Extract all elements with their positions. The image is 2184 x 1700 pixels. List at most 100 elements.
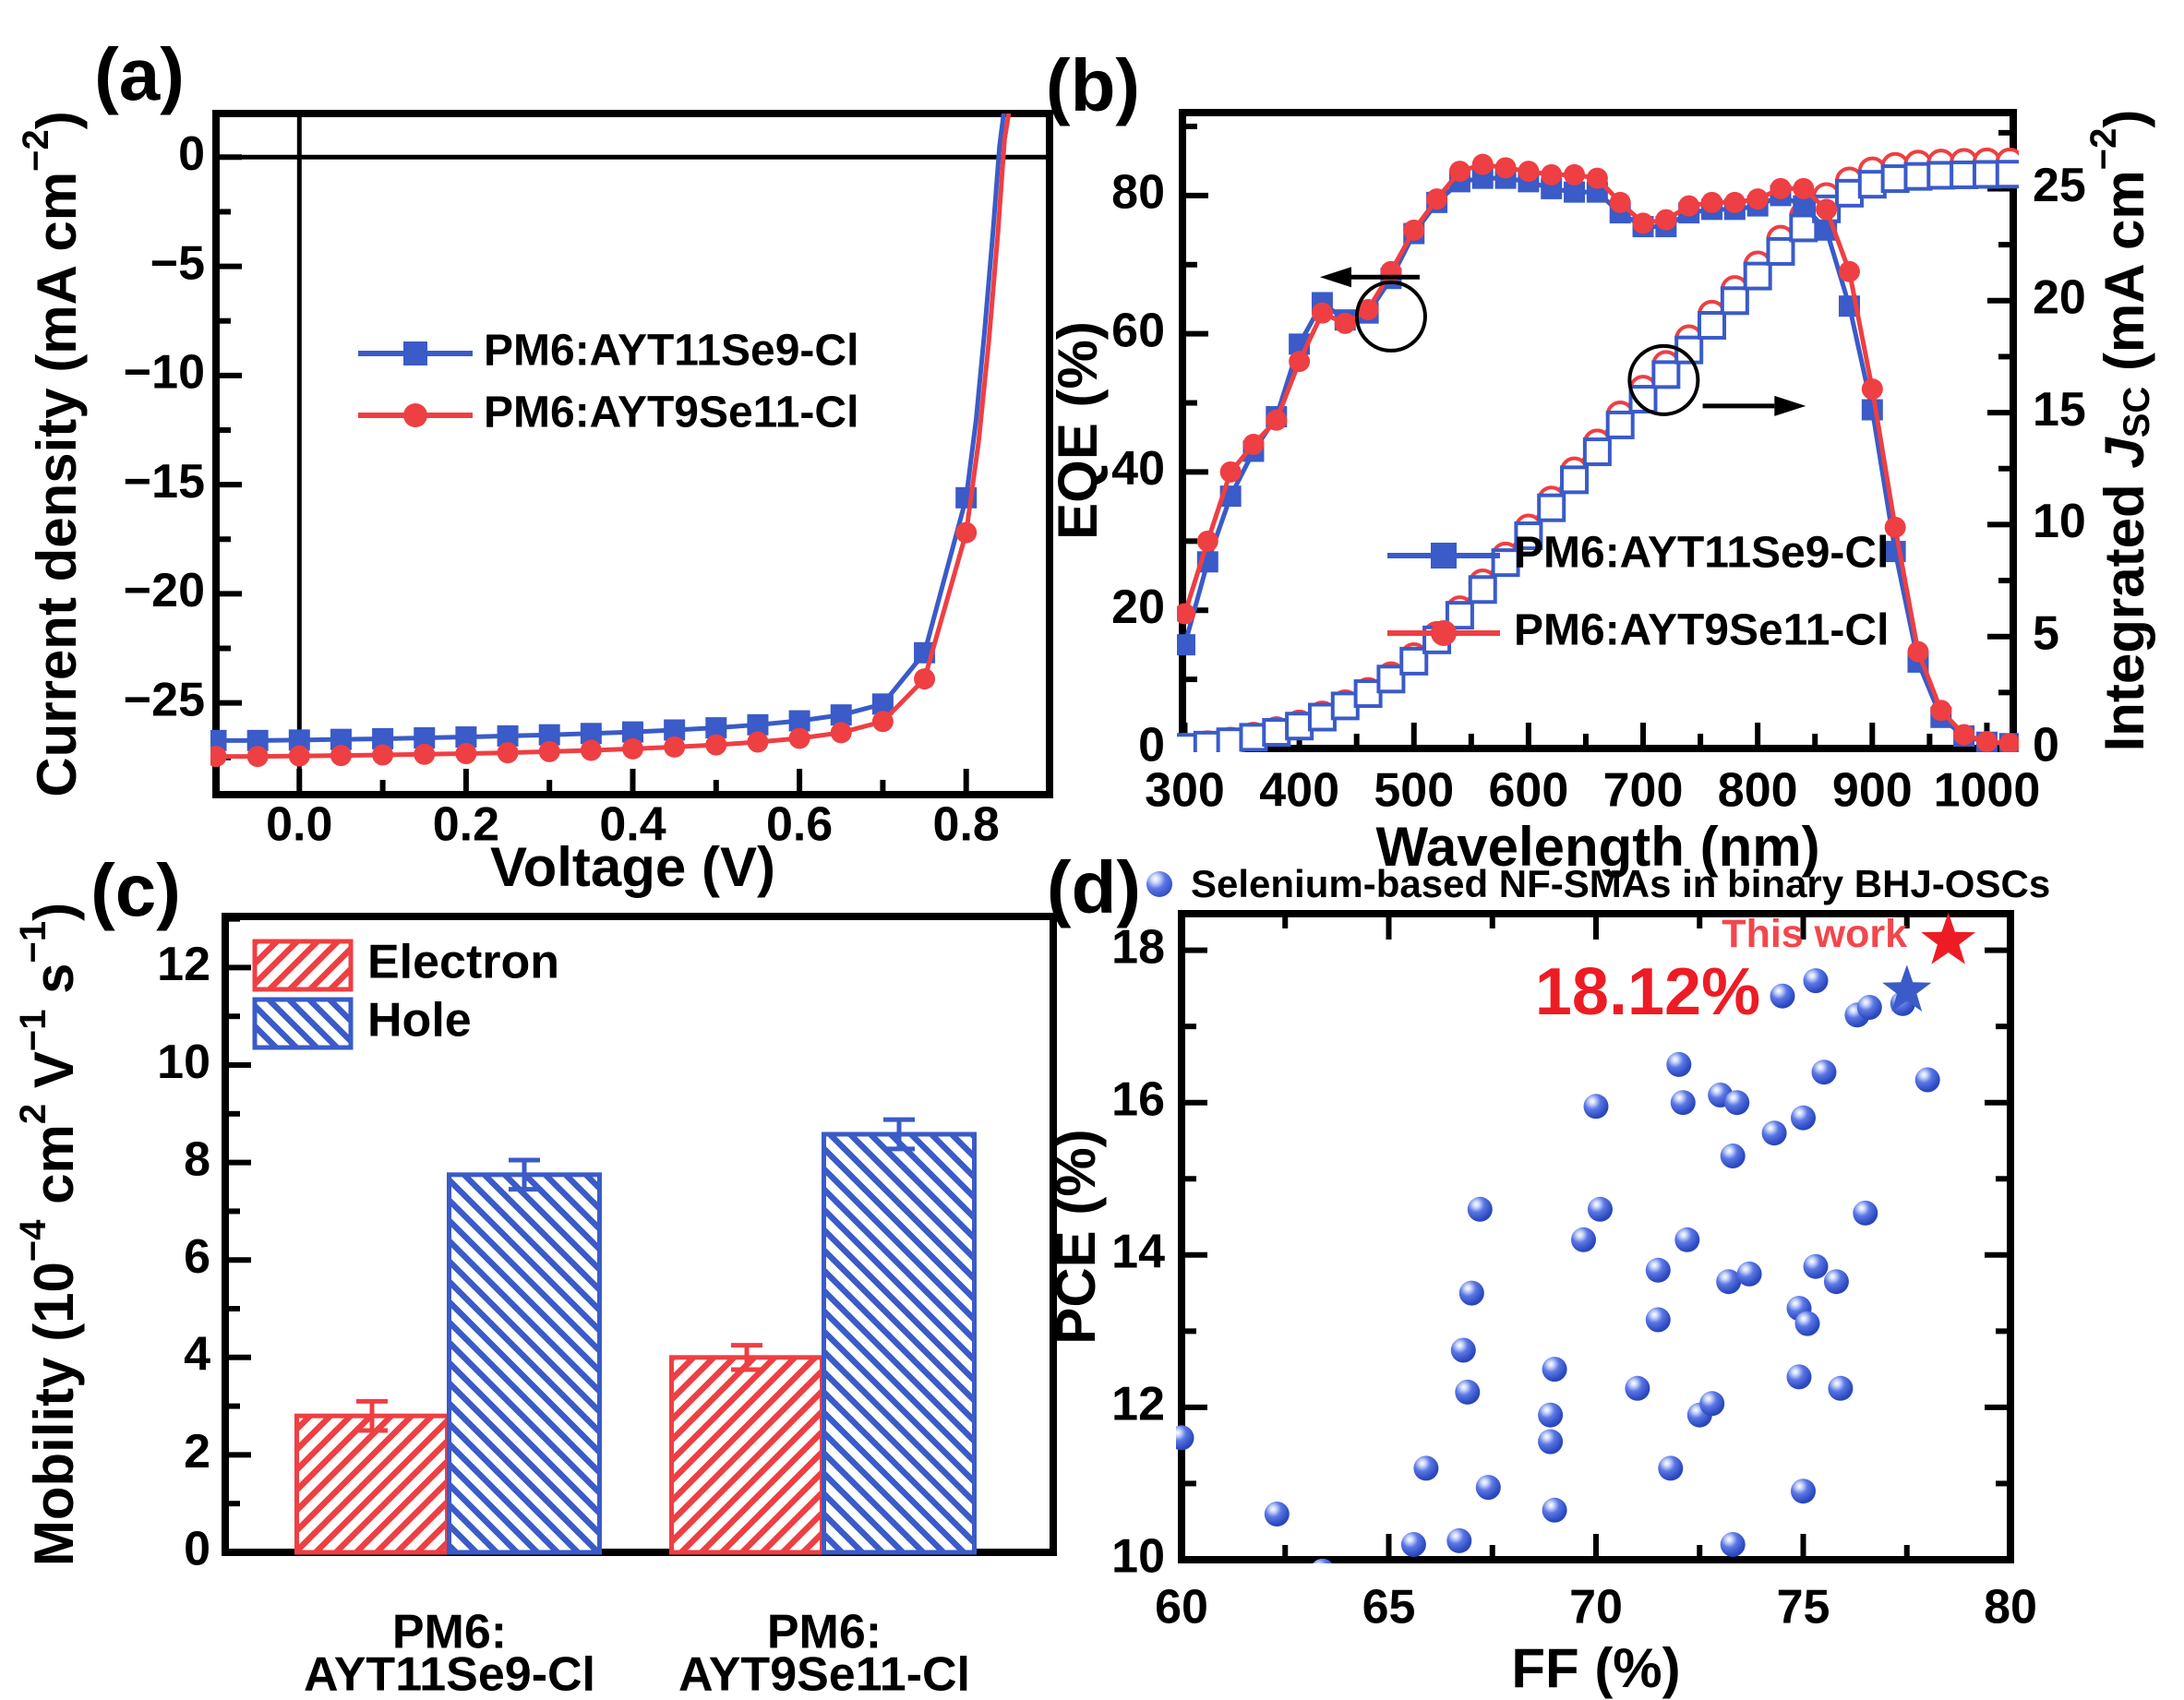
pce-highlight-value: 18.12% bbox=[1534, 955, 1761, 1029]
marker-square-open bbox=[1239, 723, 1268, 752]
panel-b-series bbox=[1177, 147, 2019, 752]
scatter-point bbox=[1791, 1105, 1816, 1131]
annotation-circle bbox=[1354, 280, 1427, 353]
marker-square bbox=[1564, 181, 1586, 203]
marker-circle bbox=[1266, 409, 1288, 431]
legend-label: PM6:AYT11Se9-Cl bbox=[1514, 529, 1889, 578]
scatter-point bbox=[1786, 1364, 1812, 1390]
marker-circle bbox=[1311, 302, 1333, 324]
scatter-point bbox=[1313, 1558, 1333, 1563]
tick-label-y: 18 bbox=[1111, 920, 1165, 974]
legend-label: PM6:AYT9Se11-Cl bbox=[1514, 606, 1889, 655]
scatter-point bbox=[1828, 1375, 1854, 1401]
bar-hole bbox=[822, 1131, 977, 1555]
axis-title-x: Wavelength (nm) bbox=[1375, 816, 1819, 878]
panel-d-chart: 60 65 70 75 80 10 12 14 16 18 FF (%) PCE (%) bbox=[1045, 910, 2037, 1699]
marker-square-open bbox=[1376, 664, 1406, 694]
scatter-point bbox=[1811, 1060, 1837, 1085]
category-label: PM6: bbox=[392, 1606, 507, 1659]
panel-c-label: (c) bbox=[90, 849, 181, 931]
scatter-point bbox=[1670, 1090, 1696, 1116]
marker-square bbox=[288, 729, 310, 751]
scatter-point bbox=[1176, 1425, 1194, 1451]
axis-title-x: Voltage (V) bbox=[490, 836, 775, 898]
marker-circle bbox=[871, 711, 894, 733]
tick-label-x: 600 bbox=[1489, 764, 1569, 818]
legend-swatch-hole bbox=[252, 997, 354, 1050]
marker-square-open bbox=[1766, 236, 1795, 266]
marker-circle bbox=[210, 746, 227, 768]
marker-circle bbox=[914, 668, 936, 690]
axes-frame bbox=[212, 110, 1053, 798]
legend-label: PM6:AYT11Se9-Cl bbox=[484, 327, 858, 376]
scatter-point bbox=[1645, 1307, 1671, 1333]
marker-square bbox=[1431, 543, 1457, 569]
panel-a-chart: 0.0 0.2 0.4 0.6 0.8 0 −5 −10 −15 −20 −25 Voltage (V… bbox=[15, 110, 1053, 898]
marker-circle bbox=[246, 746, 269, 768]
bar-electron bbox=[669, 1355, 824, 1555]
bar-hole bbox=[447, 1172, 602, 1555]
marker-circle bbox=[1431, 620, 1457, 646]
panel-d-points bbox=[1176, 968, 1940, 1563]
marker-square bbox=[372, 727, 394, 749]
scatter-point bbox=[1803, 968, 1829, 994]
marker-square bbox=[705, 717, 727, 739]
marker-square-open bbox=[1399, 646, 1429, 676]
marker-circle bbox=[622, 737, 643, 760]
tick-label-x: 300 bbox=[1145, 764, 1225, 818]
tick-label-y: 8 bbox=[184, 1132, 210, 1186]
scatter-point bbox=[1542, 1497, 1567, 1523]
marker-circle bbox=[1998, 733, 2019, 752]
scatter-point bbox=[1666, 1051, 1692, 1077]
tick-label-y: 16 bbox=[1111, 1072, 1165, 1126]
scatter-point bbox=[1538, 1402, 1564, 1428]
tick-label-y: −5 bbox=[150, 236, 205, 290]
panel-a-series bbox=[210, 114, 1012, 768]
scatter-point bbox=[1853, 1200, 1878, 1226]
tick-label-y: 0 bbox=[178, 127, 205, 181]
tick-label-y-left: 80 bbox=[1111, 166, 1165, 220]
tick-label-y: −10 bbox=[124, 346, 205, 400]
marker-circle bbox=[1289, 351, 1311, 373]
tick-label-x: 0.8 bbox=[933, 798, 1000, 852]
marker-circle bbox=[705, 734, 727, 756]
scatter-point bbox=[1446, 1527, 1472, 1553]
marker-square bbox=[1793, 195, 1815, 217]
axis-title-y: PCE (%) bbox=[1045, 1129, 1107, 1344]
marker-circle bbox=[1564, 163, 1586, 186]
marker-circle bbox=[1177, 603, 1195, 625]
legend-label: Electron bbox=[367, 936, 559, 989]
marker-square-open bbox=[1950, 160, 1979, 189]
tick-label-y-right: 25 bbox=[2033, 159, 2086, 212]
tick-label-x: 0.6 bbox=[766, 798, 833, 852]
axes-frame bbox=[1179, 109, 2017, 752]
marker-circle bbox=[372, 744, 394, 766]
legend-swatch-electron bbox=[252, 939, 354, 992]
scatter-point bbox=[1716, 1269, 1742, 1295]
panel-a-label: (a) bbox=[94, 33, 185, 115]
marker-square bbox=[330, 728, 352, 750]
marker-square bbox=[664, 719, 686, 741]
marker-circle bbox=[1334, 312, 1356, 334]
scatter-point bbox=[1658, 1455, 1684, 1481]
marker-circle bbox=[1816, 198, 1838, 221]
scatter-point bbox=[1467, 1196, 1493, 1222]
marker-square bbox=[455, 726, 477, 748]
scatter-point bbox=[1625, 1375, 1650, 1401]
category-label: PM6: bbox=[767, 1606, 882, 1659]
scatter-point bbox=[1803, 1253, 1829, 1279]
marker-circle bbox=[955, 521, 978, 544]
scatter-point bbox=[1720, 1143, 1746, 1168]
marker-circle bbox=[1678, 195, 1700, 217]
marker-square-open bbox=[1995, 160, 2019, 189]
marker-circle bbox=[403, 403, 427, 427]
marker-circle bbox=[1793, 177, 1815, 199]
scatter-point bbox=[1475, 1475, 1501, 1501]
tick-label-y: 4 bbox=[184, 1328, 210, 1382]
tick-label-y: 10 bbox=[1111, 1530, 1165, 1584]
tick-label-y-right: 10 bbox=[2033, 495, 2086, 548]
scatter-point bbox=[1400, 1532, 1426, 1557]
legend-label: PM6:AYT9Se11-Cl bbox=[484, 389, 858, 437]
tick-label-y: −20 bbox=[124, 564, 205, 617]
